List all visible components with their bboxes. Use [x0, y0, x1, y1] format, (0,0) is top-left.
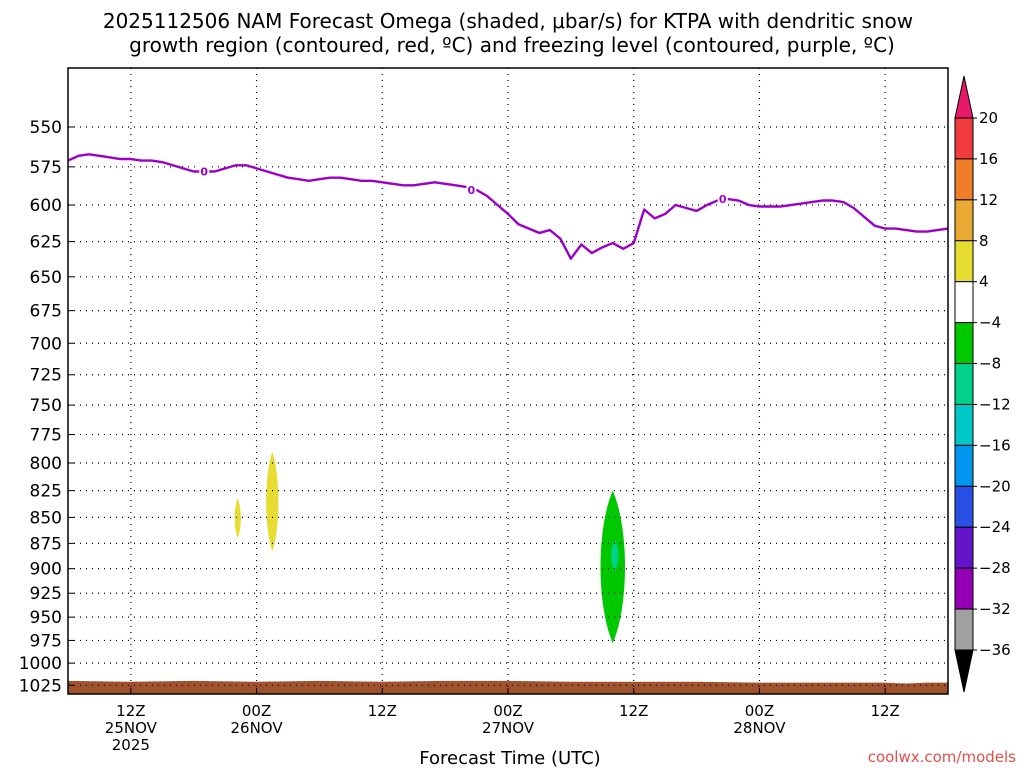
chart-title-line-1: 2025112506 NAM Forecast Omega (shaded, μ… — [103, 9, 913, 33]
y-tick-label-14: 900 — [30, 560, 62, 580]
colorbar-tick-label-10: −24 — [979, 518, 1011, 536]
x-tick-label-0-1: 25NOV — [105, 719, 158, 737]
colorbar-box-10 — [954, 526, 974, 569]
colorbar-tick-label-4: 4 — [979, 273, 989, 291]
omega-region-0 — [266, 451, 279, 552]
colorbar-bottom-triangle — [954, 649, 974, 693]
omega-region-3 — [611, 540, 619, 571]
freezing-level-label-0: 0 — [200, 166, 208, 179]
colorbar-box-2 — [954, 199, 974, 242]
colorbar-tick-label-11: −28 — [979, 559, 1011, 577]
x-tick-label-3-1: 27NOV — [482, 719, 535, 737]
colorbar-box-7 — [954, 403, 974, 446]
terrain-fill — [68, 680, 948, 694]
x-tick-label-5-1: 28NOV — [733, 719, 786, 737]
y-tick-label-16: 950 — [30, 608, 62, 628]
y-tick-label-5: 675 — [30, 302, 62, 322]
colorbar-box-3 — [954, 240, 974, 283]
colorbar-tick-label-8: −16 — [979, 436, 1011, 454]
freezing-level-label-bg-1 — [466, 182, 477, 197]
x-tick-label-0-2: 2025 — [112, 736, 150, 754]
x-tick-label-5-0: 00Z — [745, 702, 774, 720]
omega-region-2 — [600, 490, 626, 644]
colorbar-tick-label-9: −20 — [979, 477, 1011, 495]
x-tick-label-1-1: 26NOV — [231, 719, 284, 737]
colorbar-box-11 — [954, 567, 974, 610]
y-tick-label-7: 725 — [30, 366, 62, 386]
freezing-level-line — [67, 153, 949, 260]
y-tick-label-12: 850 — [30, 508, 62, 528]
x-axis-label: Forecast Time (UTC) — [419, 748, 600, 768]
plot-area: 0 0 0 — [67, 67, 949, 695]
y-axis: 550 575 600 625 650 675 700 725 750 775 800 825 850 8… — [19, 118, 74, 696]
y-tick-label-6: 700 — [30, 334, 62, 354]
colorbar-tick-label-12: −32 — [979, 600, 1011, 618]
y-tick-label-8: 750 — [30, 396, 62, 416]
x-tick-label-0-0: 12Z — [116, 702, 145, 720]
freezing-level-label-2: 0 — [719, 193, 727, 206]
colorbar-tick-label-5: −4 — [979, 314, 1001, 332]
colorbar-box-0 — [954, 117, 974, 160]
y-tick-label-10: 800 — [30, 454, 62, 474]
colorbar-box-6 — [954, 363, 974, 405]
chart-title-line-2: growth region (contoured, red, ºC) and f… — [129, 33, 895, 57]
y-tick-label-19: 1025 — [19, 676, 62, 696]
y-tick-label-17: 975 — [30, 631, 62, 651]
colorbar-tick-label-7: −12 — [979, 395, 1011, 413]
x-tick-label-3-0: 00Z — [493, 702, 522, 720]
x-tick-label-6-0: 12Z — [870, 702, 899, 720]
colorbar-tick-label-6: −8 — [979, 355, 1001, 373]
colorbar-tick-label-1: 16 — [979, 150, 998, 168]
y-tick-label-0: 550 — [30, 118, 62, 138]
colorbar-box-4 — [954, 281, 974, 324]
credit-text: coolwx.com/models — [868, 748, 1016, 766]
colorbar-box-12 — [954, 608, 974, 651]
colorbar-top-triangle — [954, 75, 974, 119]
y-tick-label-13: 875 — [30, 534, 62, 554]
colorbar-tick-label-0: 20 — [979, 109, 998, 127]
omega-region-1 — [234, 498, 241, 539]
colorbar-tick-label-3: 8 — [979, 232, 989, 250]
x-tick-label-4-0: 12Z — [619, 702, 648, 720]
freezing-level-label-bg-0 — [199, 164, 210, 179]
colorbar-box-8 — [954, 444, 974, 487]
y-tick-label-18: 1000 — [19, 654, 62, 674]
y-tick-label-3: 625 — [30, 233, 62, 253]
colorbar-box-5 — [954, 322, 974, 365]
y-tick-label-11: 825 — [30, 482, 62, 502]
freezing-level-label-1: 0 — [468, 184, 476, 197]
colorbar: 20 16 12 8 4 −4 −8 −12 −16 −20 −24 −28 −32 −36 — [954, 75, 1011, 693]
colorbar-box-9 — [954, 485, 974, 528]
x-tick-label-1-0: 00Z — [242, 702, 271, 720]
y-tick-label-1: 575 — [30, 158, 62, 178]
freezing-level-label-bg-2 — [717, 192, 728, 207]
y-tick-label-4: 650 — [30, 268, 62, 288]
y-tick-label-9: 775 — [30, 426, 62, 446]
y-tick-label-15: 925 — [30, 584, 62, 604]
colorbar-tick-label-2: 12 — [979, 191, 998, 209]
colorbar-tick-label-13: −36 — [979, 641, 1011, 659]
x-tick-label-2-0: 12Z — [368, 702, 397, 720]
y-tick-label-2: 600 — [30, 196, 62, 216]
colorbar-box-1 — [954, 158, 974, 201]
